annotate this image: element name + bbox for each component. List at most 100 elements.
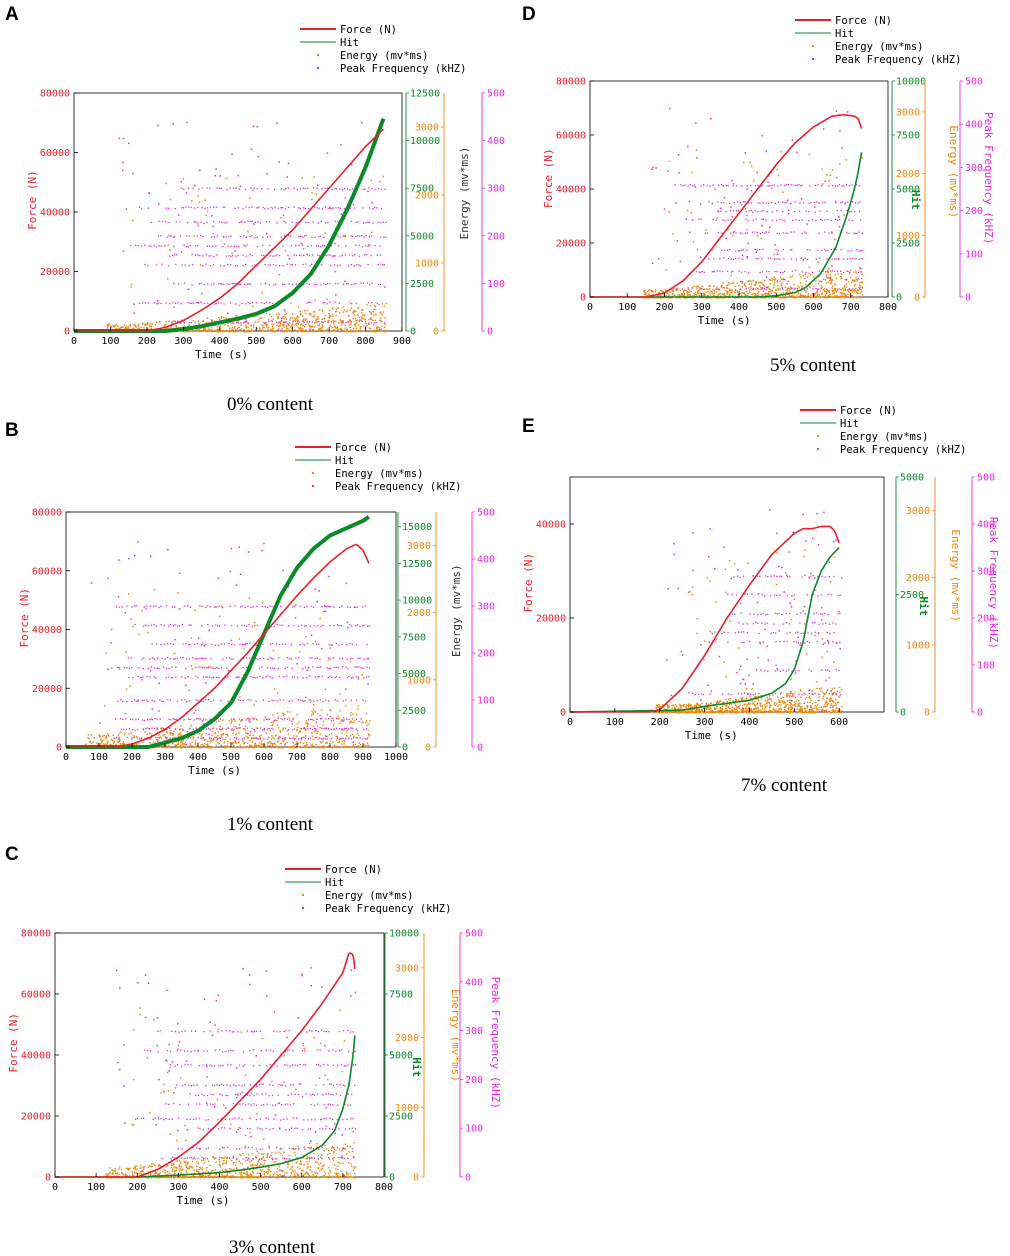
energy-point [335,330,337,333]
energy-point [303,330,305,333]
peak-frequency-point [349,189,351,191]
energy-point [267,326,270,329]
peak-frequency-point [186,605,189,607]
peak-frequency-point [128,676,130,679]
energy-point [253,717,256,719]
energy-point [312,735,314,738]
peak-frequency-point [253,187,255,190]
energy-point [229,330,231,333]
energy-point [240,330,243,332]
peak-frequency-point [325,222,327,224]
peak-frequency-point [348,728,350,730]
peak-frequency-point [272,1084,274,1086]
energy-point [347,1173,349,1175]
x-axis-label: Time (s) [195,348,248,361]
energy-point [335,1172,338,1174]
peak-frequency-point [229,302,232,304]
energy-point [223,1162,225,1164]
peak-frequency-point [329,1117,331,1120]
peak-frequency-point [110,642,112,644]
energy-point [247,329,250,331]
peak-frequency-point [296,729,298,731]
energy-point [191,1176,193,1178]
energy-point [277,717,279,719]
peak-frequency-point [377,188,379,190]
peak-frequency-point [198,283,200,285]
energy-point [293,1149,295,1151]
peak-frequency-point [165,605,168,607]
energy-point [174,744,176,746]
energy-point [262,325,264,327]
energy-point [233,1168,235,1171]
energy-point [150,1176,153,1179]
peak-frequency-point [247,732,249,735]
peak-frequency-point [296,1127,298,1130]
energy-point [153,1018,155,1021]
energy-point [122,326,124,329]
peak-frequency-point [243,737,245,739]
peak-frequency-point [168,727,171,730]
energy-point [202,1176,205,1178]
energy-point [225,1176,227,1179]
peak-frequency-point [169,658,172,660]
peak-frequency-point [198,1147,201,1150]
peak-frequency-point [382,221,384,224]
peak-frequency-point [174,207,176,210]
energy-point [307,1173,309,1176]
peak-frequency-point [183,719,185,721]
energy-point [285,329,288,332]
peak-frequency-point [173,1102,175,1105]
peak-frequency-point [195,221,197,223]
peak-frequency-point [269,1064,271,1066]
peak-frequency-point [240,1031,243,1033]
energy-point [360,319,362,321]
peak-frequency-point [294,264,297,266]
peak-frequency-point [212,225,214,228]
peak-frequency-point [134,623,136,626]
energy-point [291,323,294,326]
energy-point [303,727,305,729]
energy-point [162,734,164,736]
peak-frequency-point [310,1146,313,1149]
energy-point [165,745,167,747]
energy-point [298,327,300,329]
peak-frequency-point [217,1031,219,1033]
peak-frequency-point [163,643,165,645]
peak-frequency-point [336,700,338,702]
energy-point [146,264,149,267]
energy-point [192,738,195,740]
peak-frequency-point [253,1030,256,1033]
energy-point [333,329,336,331]
peak-frequency-point [226,667,228,669]
peak-frequency-point [157,203,160,205]
peak-frequency-point [325,1128,327,1130]
peak-frequency-point [173,245,175,248]
energy-point [212,233,214,235]
energy-point [204,199,206,201]
energy-point [356,319,358,322]
energy-point [167,1089,170,1092]
peak-frequency-point [237,1031,239,1033]
peak-frequency-point [314,1131,317,1133]
energy-point [263,326,265,329]
peak-frequency-point [250,187,252,189]
energy-point [302,1174,305,1176]
energy-point [319,617,321,620]
energy-point [231,743,234,745]
energy-point [262,329,264,332]
energy-point [379,311,381,314]
peak-frequency-point [319,658,321,660]
energy-point [226,746,228,749]
energy-point [297,742,299,744]
peak-frequency-point [310,1157,312,1159]
energy-point [253,745,256,748]
peak-frequency-point [303,1119,305,1121]
energy-point [244,746,246,748]
peak-frequency-point [276,321,278,324]
peak-frequency-point [326,283,328,285]
energy-point [354,719,356,722]
energy-point [131,1124,133,1126]
energy-point [149,738,151,740]
peak-frequency-point [224,222,226,224]
energy-point [313,316,315,318]
